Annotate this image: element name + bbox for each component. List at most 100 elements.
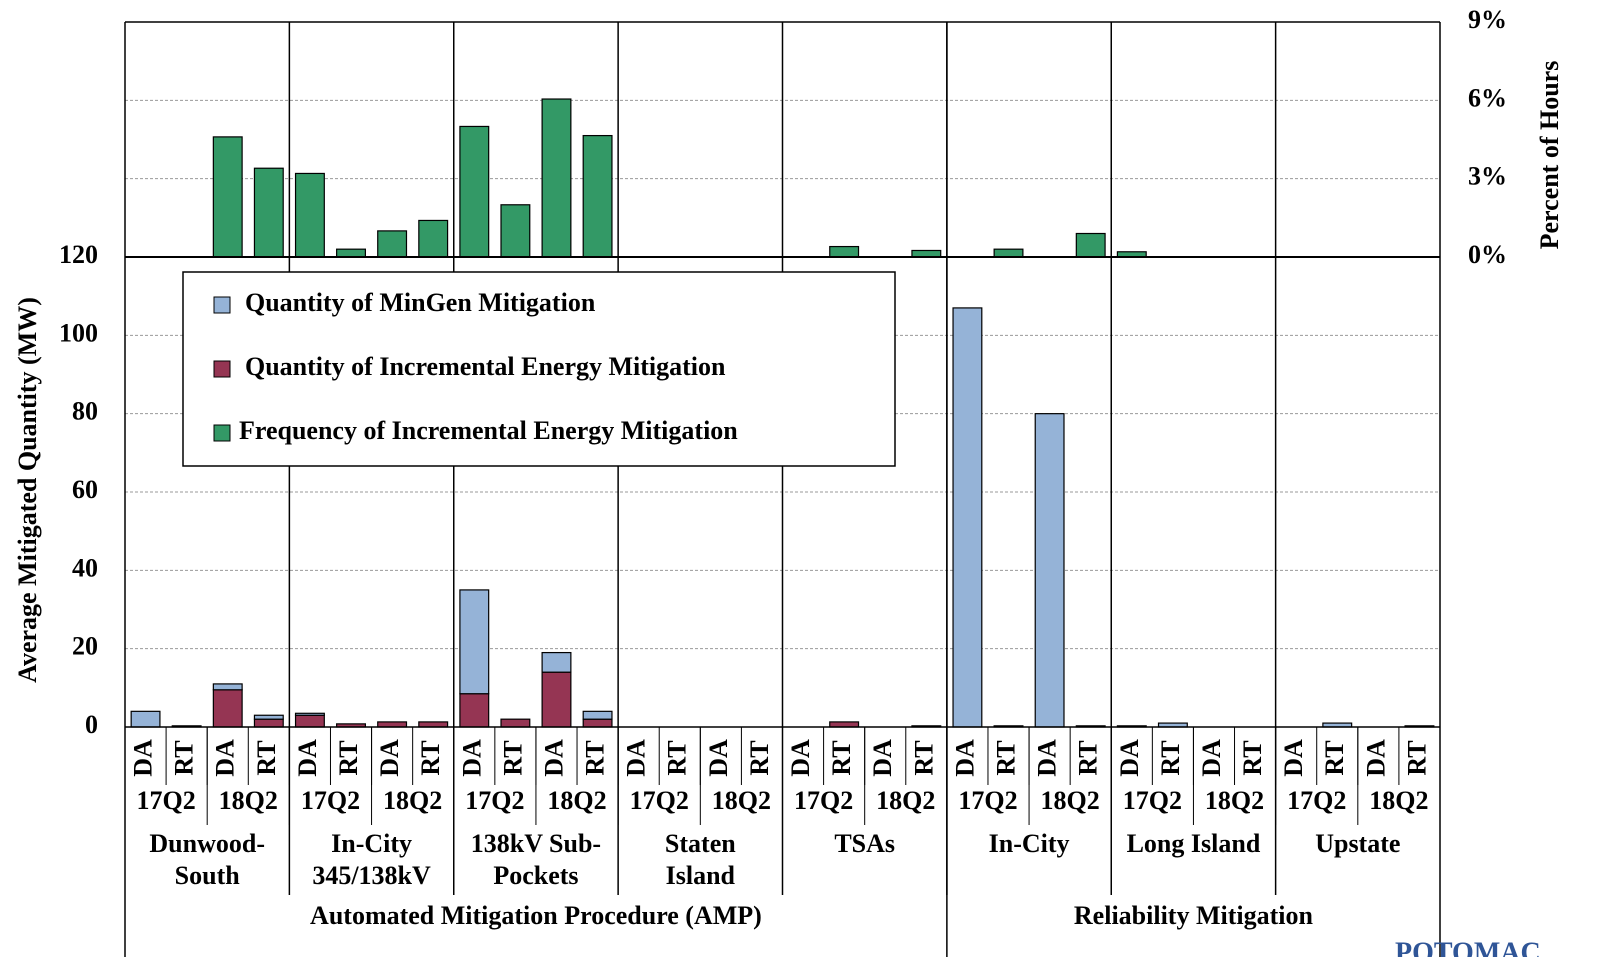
frequency-bar [582,134,613,258]
bar-segment [541,671,572,728]
x-tick-label: DA [1197,739,1226,777]
region-label: TSAs [834,829,895,858]
x-tick-label: DA [293,739,322,777]
region-label: Island [666,861,736,890]
region-label: In-City [989,829,1070,858]
x-tick-label: RT [498,740,527,775]
x-tick-label: RT [827,740,856,775]
x-tick-label: RT [416,740,445,775]
y-tick-label: 100 [59,318,98,347]
frequency-bar [212,136,243,258]
x-tick-label: RT [663,740,692,775]
bar-segment [212,683,243,691]
logo: POTOMAC [1395,937,1541,957]
bar-segment [1034,413,1065,728]
x-tick-label: RT [334,740,363,775]
quarter-label: 18Q2 [1369,786,1428,815]
quarter-label: 17Q2 [136,786,195,815]
quarter-label: 17Q2 [958,786,1017,815]
y-axis-title: Average Mitigated Quantity (MW) [13,297,42,683]
frequency-bar [294,172,325,258]
y2-tick-label: 9% [1468,5,1507,34]
quarter-label: 17Q2 [630,786,689,815]
x-tick-label: DA [211,739,240,777]
quarter-label: 18Q2 [1041,786,1100,815]
quarter-label: 17Q2 [1123,786,1182,815]
bar-segment [582,710,613,720]
bar-segment [418,721,449,728]
x-tick-label: DA [1115,739,1144,777]
quarter-label: 18Q2 [383,786,442,815]
x-tick-label: DA [375,739,404,777]
y2-tick-label: 0% [1468,240,1507,269]
x-tick-label: DA [786,739,815,777]
x-tick-label: DA [704,739,733,777]
region-label: Pockets [493,861,578,890]
region-label: In-City [331,829,412,858]
x-tick-label: RT [252,740,281,775]
bar-segment [459,589,490,695]
x-tick-label: RT [909,740,938,775]
bar-segment [829,721,860,728]
bar-segment [253,714,284,720]
bar-segment [541,651,572,673]
frequency-bar [541,98,572,258]
x-tick-label: RT [170,740,199,775]
group-label: Reliability Mitigation [1074,901,1314,930]
quarter-label: 17Q2 [301,786,360,815]
bar-segment [294,712,325,716]
frequency-bar [500,204,531,258]
quarter-label: 18Q2 [876,786,935,815]
x-tick-label: DA [1361,739,1390,777]
region-label: South [175,861,241,890]
bar-segment [212,689,243,728]
y-tick-label: 60 [72,475,98,504]
frequency-bar [829,245,860,258]
region-label: Dunwood- [149,829,265,858]
y-tick-label: 40 [72,553,98,582]
legend-label: Frequency of Incremental Energy Mitigati… [239,416,738,445]
bar-segment [294,714,325,728]
x-tick-label: DA [622,739,651,777]
frequency-bar [336,248,366,258]
legend-label: Quantity of Incremental Energy Mitigatio… [245,352,726,381]
x-tick-label: RT [1320,740,1349,775]
y-tick-label: 20 [72,632,98,661]
legend-swatch [213,296,231,314]
y2-axis-title: Percent of Hours [1535,61,1564,250]
x-tick-label: RT [1156,740,1185,775]
quarter-label: 17Q2 [1287,786,1346,815]
bar-segment [130,710,161,728]
x-tick-label: DA [950,739,979,777]
frequency-bar [253,167,284,258]
frequency-bar [418,219,449,258]
y2-tick-label: 3% [1468,162,1507,191]
bar-segment [952,307,983,728]
x-tick-label: RT [581,740,610,775]
region-label: Long Island [1127,829,1261,858]
bar-segment [459,693,490,728]
x-tick-label: DA [1279,739,1308,777]
quarter-label: 17Q2 [794,786,853,815]
x-tick-label: DA [457,739,486,777]
frequency-bar [993,248,1024,258]
x-tick-label: RT [1238,740,1267,775]
y-tick-label: 80 [72,397,98,426]
x-tick-label: DA [868,739,897,777]
frequency-bar [377,230,408,258]
bar-segment [582,718,613,728]
quarter-label: 18Q2 [1205,786,1264,815]
frequency-bar [1075,232,1106,258]
region-label: Upstate [1315,829,1400,858]
legend-box [182,271,896,467]
frequency-bar [459,125,490,258]
x-tick-label: RT [745,740,774,775]
x-tick-label: RT [991,740,1020,775]
region-label: Staten [665,829,736,858]
x-tick-label: DA [1033,739,1062,777]
legend-label: Quantity of MinGen Mitigation [245,288,596,317]
x-tick-label: RT [1074,740,1103,775]
x-tick-label: RT [1402,740,1431,775]
bar-segment [377,721,408,728]
